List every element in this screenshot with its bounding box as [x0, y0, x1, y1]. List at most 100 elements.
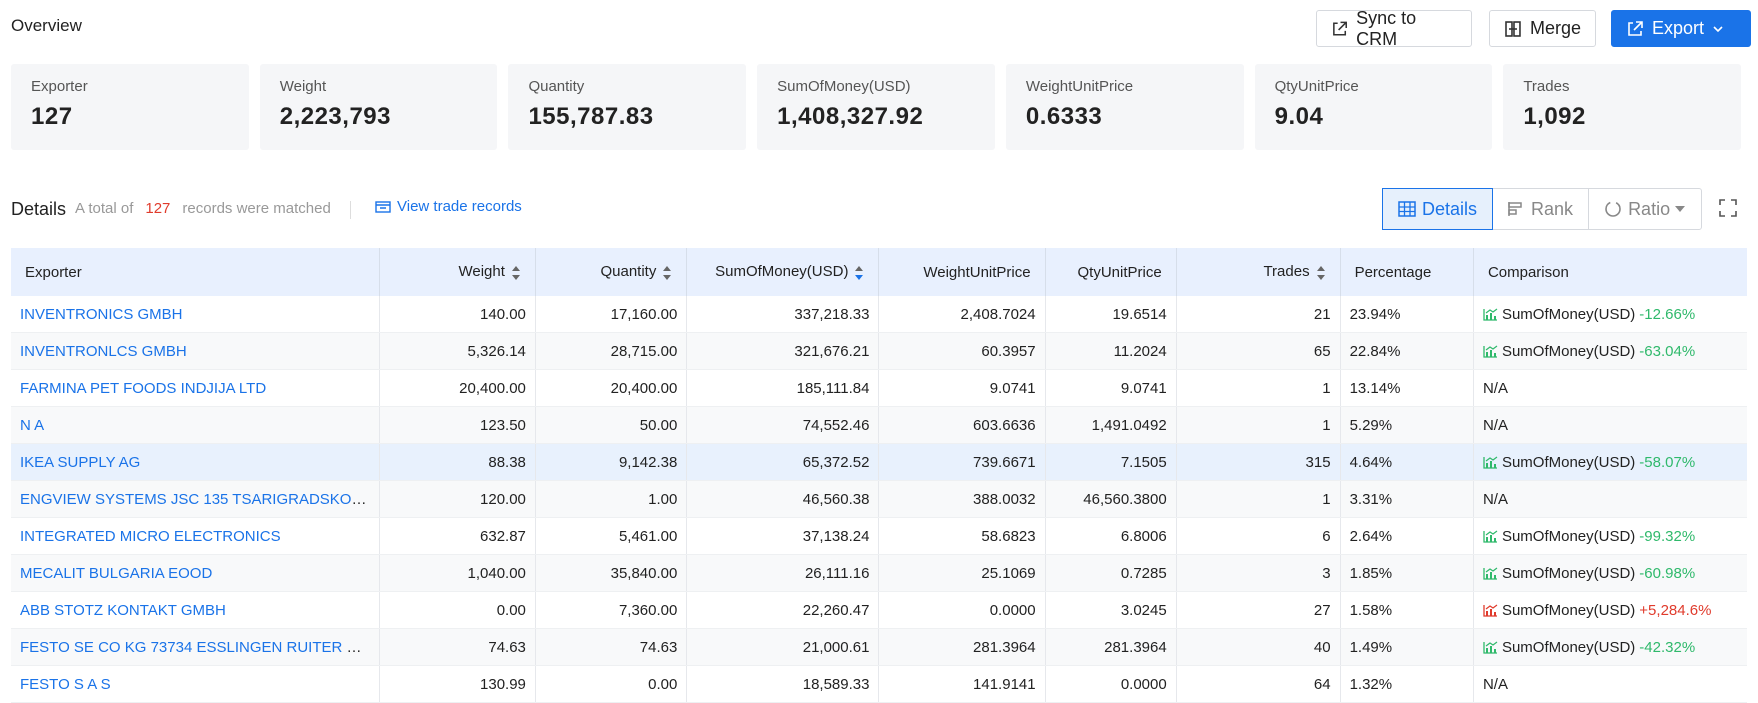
sort-icon[interactable] [662, 265, 672, 281]
trades-cell: 315 [1176, 443, 1341, 481]
column-header-label: Trades [1263, 263, 1310, 281]
exporter-link-text[interactable]: N A [20, 416, 45, 434]
qty-unit-price-cell: 0.7285 [1045, 554, 1177, 592]
weight-unit-price-cell-text: 739.6671 [973, 453, 1036, 471]
qty-unit-price-cell-text: 6.8006 [1120, 527, 1167, 545]
exporter-link[interactable]: IKEA SUPPLY AG [11, 443, 380, 481]
exporter-link-text[interactable]: FARMINA PET FOODS INDJIJA LTD [20, 379, 267, 397]
percentage-cell: 4.64% [1340, 443, 1474, 481]
percentage-cell: 2.64% [1340, 517, 1474, 555]
summary-card-trades: Trades 1,092 [1503, 64, 1742, 150]
export-button[interactable]: Export [1611, 10, 1751, 47]
table-row[interactable]: MECALIT BULGARIA EOOD 1,040.00 35,840.00 26… [11, 554, 1747, 592]
details-title: Details [11, 199, 67, 219]
card-value: 2,223,793 [279, 103, 391, 130]
exporter-link[interactable]: ENGVIEW SYSTEMS JSC 135 TSARIGRADSKO SH.… [11, 480, 380, 518]
col-trades[interactable]: Trades [1176, 248, 1341, 296]
exporter-link[interactable]: INVENTRONICS GMBH [11, 296, 380, 333]
comparison: SumOfMoney(USD) -12.66% [1483, 306, 1738, 323]
exporter-link[interactable]: ABB STOTZ KONTAKT GMBH [11, 591, 380, 629]
exporter-link[interactable]: INVENTRONLCS GMBH [11, 332, 380, 370]
comparison: N/A [1483, 417, 1738, 434]
exporter-link-text[interactable]: INTEGRATED MICRO ELECTRONICS [20, 527, 281, 545]
weight-cell-text: 0.00 [496, 601, 526, 619]
quantity-cell-text: 1.00 [648, 490, 678, 508]
weight-unit-price-cell-text: 25.1069 [981, 564, 1036, 582]
tab-rank[interactable]: Rank [1492, 189, 1590, 229]
quantity-cell-text: 74.63 [639, 638, 678, 656]
sum-of-money-cell: 18,589.33 [686, 665, 880, 703]
table-row[interactable]: INVENTRONLCS GMBH 5,326.14 28,715.00 321,67… [11, 332, 1747, 370]
quantity-cell: 7,360.00 [535, 591, 688, 629]
table-row[interactable]: INVENTRONICS GMBH 140.00 17,160.00 337,218.… [11, 296, 1747, 333]
col-sum-of-money[interactable]: SumOfMoney(USD) [686, 248, 880, 296]
table-row[interactable]: ABB STOTZ KONTAKT GMBH 0.00 7,360.00 22,260… [11, 591, 1747, 629]
exporter-link-text[interactable]: FESTO S A S [20, 675, 111, 693]
sync-to-crm-button[interactable]: Sync to CRM [1316, 8, 1472, 49]
exporter-link-text[interactable]: MECALIT BULGARIA EOOD [20, 564, 213, 582]
exporter-link-text[interactable]: ABB STOTZ KONTAKT GMBH [20, 601, 226, 619]
qty-unit-price-cell-text: 0.0000 [1120, 675, 1167, 693]
sort-icon[interactable] [511, 265, 521, 281]
exporter-link[interactable]: N A [11, 406, 380, 444]
exporter-link[interactable]: FESTO SE CO KG 73734 ESSLINGEN RUITER ST… [11, 628, 380, 666]
table-row[interactable]: ENGVIEW SYSTEMS JSC 135 TSARIGRADSKO SH.… [11, 480, 1747, 518]
weight-cell: 1,040.00 [379, 554, 536, 592]
sort-desc-icon[interactable] [854, 265, 864, 281]
quantity-cell: 20,400.00 [535, 369, 688, 407]
view-trade-records-link[interactable]: View trade records [375, 198, 522, 215]
weight-unit-price-cell-text: 58.6823 [981, 527, 1036, 545]
sum-of-money-cell: 74,552.46 [686, 406, 880, 444]
qty-unit-price-cell-text: 7.1505 [1120, 453, 1167, 471]
tab-ratio[interactable]: Ratio [1589, 189, 1701, 229]
percentage-cell-text: 22.84% [1349, 342, 1401, 360]
trades-cell-text: 64 [1313, 675, 1331, 693]
fullscreen-icon[interactable] [1718, 198, 1738, 218]
ratio-icon [1605, 201, 1621, 217]
table-row[interactable]: FESTO SE CO KG 73734 ESSLINGEN RUITER ST… [11, 628, 1747, 666]
exporter-link-text[interactable]: INVENTRONLCS GMBH [20, 342, 187, 360]
qty-unit-price-cell-text: 3.0245 [1120, 601, 1167, 619]
comparison: SumOfMoney(USD) -63.04% [1483, 343, 1738, 360]
exporter-link[interactable]: FARMINA PET FOODS INDJIJA LTD [11, 369, 380, 407]
qty-unit-price-cell: 7.1505 [1045, 443, 1177, 481]
bar-rank-icon [1508, 202, 1522, 216]
percentage-cell: 5.29% [1340, 406, 1474, 444]
weight-unit-price-cell: 60.3957 [878, 332, 1046, 370]
quantity-cell-text: 28,715.00 [610, 342, 678, 360]
weight-cell-text: 123.50 [480, 416, 526, 434]
tab-rank-label: Rank [1531, 198, 1574, 219]
exporter-link-text[interactable]: IKEA SUPPLY AG [20, 453, 141, 471]
exporter-link-text[interactable]: FESTO SE CO KG 73734 ESSLINGEN RUITER ST… [20, 638, 380, 656]
qty-unit-price-cell-text: 1,491.0492 [1091, 416, 1167, 434]
table-row[interactable]: IKEA SUPPLY AG 88.38 9,142.38 65,372.52 739.… [11, 443, 1747, 481]
exporter-link-text[interactable]: ENGVIEW SYSTEMS JSC 135 TSARIGRADSKO SH.… [20, 490, 380, 508]
qty-unit-price-cell-text: 19.6514 [1112, 305, 1167, 323]
table-row[interactable]: FESTO S A S 130.99 0.00 18,589.33 141.9141 0.… [11, 665, 1747, 703]
comparison-label: SumOfMoney(USD) [1501, 564, 1636, 582]
merge-button[interactable]: Merge [1489, 10, 1596, 47]
exporter-link-text[interactable]: INVENTRONICS GMBH [20, 305, 183, 323]
col-comparison: Comparison [1473, 248, 1747, 296]
col-exporter[interactable]: Exporter [11, 248, 380, 296]
comparison-value: -12.66% [1639, 305, 1696, 323]
col-quantity[interactable]: Quantity [535, 248, 688, 296]
comparison: N/A [1483, 380, 1738, 397]
sum-of-money-cell-text: 46,560.38 [802, 490, 870, 508]
comparison-label: SumOfMoney(USD) [1501, 453, 1636, 471]
trend-down-icon [1483, 567, 1498, 580]
exporter-link[interactable]: FESTO S A S [11, 665, 380, 703]
tab-details[interactable]: Details [1382, 188, 1494, 230]
percentage-cell-text: 1.85% [1349, 564, 1393, 582]
table-row[interactable]: FARMINA PET FOODS INDJIJA LTD 20,400.00 20… [11, 369, 1747, 407]
comparison-label: SumOfMoney(USD) [1501, 527, 1636, 545]
exporter-link[interactable]: INTEGRATED MICRO ELECTRONICS [11, 517, 380, 555]
weight-cell: 74.63 [379, 628, 536, 666]
percentage-cell-text: 23.94% [1349, 305, 1401, 323]
sort-icon[interactable] [1316, 265, 1326, 281]
table-row[interactable]: N A 123.50 50.00 74,552.46 603.6636 1,491.049… [11, 406, 1747, 444]
col-weight[interactable]: Weight [379, 248, 536, 296]
table-row[interactable]: INTEGRATED MICRO ELECTRONICS 632.87 5,461.… [11, 517, 1747, 555]
exporter-link[interactable]: MECALIT BULGARIA EOOD [11, 554, 380, 592]
trend-down-icon [1483, 456, 1498, 469]
